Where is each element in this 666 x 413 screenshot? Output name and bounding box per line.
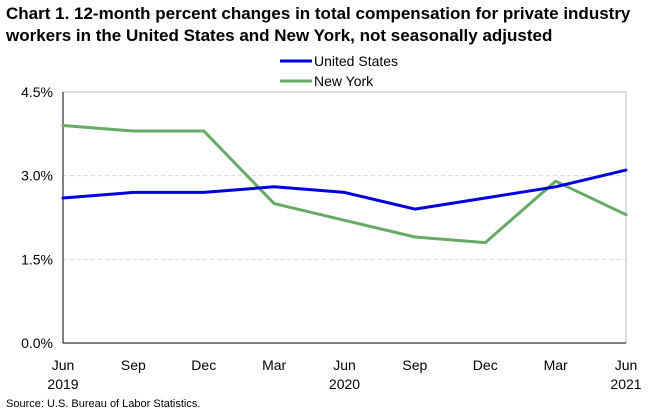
y-tick-label: 4.5%: [21, 84, 53, 100]
x-tick-label: Jun: [333, 357, 356, 373]
x-tick-label: Sep: [121, 357, 146, 373]
axes: [62, 92, 627, 344]
x-year-label: 2021: [610, 376, 641, 392]
series-line-new-york: [61, 124, 628, 245]
legend-label: New York: [314, 73, 374, 89]
gridlines: [63, 91, 626, 260]
x-year-label: 2019: [47, 376, 78, 392]
x-tick-label: Mar: [544, 357, 568, 373]
x-tick-label: Sep: [402, 357, 427, 373]
x-tick-label: Mar: [262, 357, 286, 373]
source-note: Source: U.S. Bureau of Labor Statistics.: [6, 398, 201, 410]
series-line-united-states: [61, 168, 628, 211]
series-lines: [61, 124, 628, 245]
x-year-label: 2020: [329, 376, 360, 392]
y-tick-label: 1.5%: [21, 251, 53, 267]
y-tick-label: 3.0%: [21, 168, 53, 184]
y-tick-label: 0.0%: [21, 335, 53, 351]
x-tick-label: Dec: [473, 357, 498, 373]
legend-label: United States: [314, 53, 398, 69]
x-tick-label: Jun: [52, 357, 75, 373]
x-tick-label: Dec: [191, 357, 216, 373]
tick-labels: 0.0% 1.5% 3.0% 4.5% Jun Sep Dec Mar Jun Sep Dec Mar…: [21, 84, 642, 392]
chart-title: Chart 1. 12-month percent changes in tot…: [6, 4, 631, 45]
x-tick-label: Jun: [615, 357, 638, 373]
legend: United States New York: [280, 53, 398, 89]
